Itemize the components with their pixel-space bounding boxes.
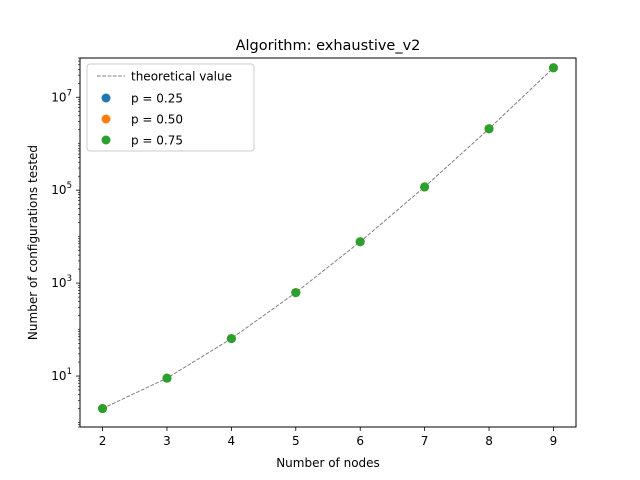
legend-label: p = 0.25 [131, 92, 183, 106]
x-tick-label: 6 [356, 434, 364, 448]
data-point-series-3 [355, 237, 365, 247]
x-tick-label: 8 [485, 434, 493, 448]
y-axis: 101 103 105 107 [51, 57, 80, 428]
data-point-series-3 [484, 124, 494, 134]
x-tick-label: 3 [163, 434, 171, 448]
y-axis-label: Number of configurations tested [26, 145, 40, 340]
x-tick-label: 4 [228, 434, 236, 448]
theoretical-line [102, 67, 554, 409]
data-point-series-3 [420, 182, 430, 192]
y-tick-label: 107 [51, 88, 72, 104]
data-point-series-3 [291, 288, 301, 298]
plot-frame [79, 57, 577, 428]
x-axis: 2 3 4 5 6 7 8 9 [99, 427, 558, 448]
legend-marker [101, 93, 111, 103]
y-tick-label: 103 [51, 274, 72, 290]
legend-marker [101, 135, 111, 145]
y-tick-label: 105 [51, 181, 72, 197]
x-tick-label: 7 [421, 434, 429, 448]
legend-label: p = 0.75 [131, 134, 183, 148]
legend-label: p = 0.50 [131, 113, 183, 127]
x-axis-label: Number of nodes [276, 456, 380, 470]
plot-area [98, 63, 558, 414]
legend: theoretical value p = 0.25 p = 0.50 p = 0.7… [86, 63, 255, 152]
x-tick-label: 2 [99, 434, 107, 448]
data-point-series-3 [162, 373, 172, 383]
data-point-series-3 [548, 63, 558, 73]
legend-marker [101, 114, 111, 124]
legend-theoretical-label: theoretical value [131, 70, 232, 84]
x-tick-label: 5 [292, 434, 300, 448]
data-point-series-3 [98, 404, 108, 414]
x-tick-label: 9 [550, 434, 558, 448]
data-point-series-3 [226, 334, 236, 344]
chart-title: Algorithm: exhaustive_v2 [236, 38, 421, 54]
y-tick-label: 101 [51, 367, 72, 383]
legend-box [86, 63, 255, 152]
